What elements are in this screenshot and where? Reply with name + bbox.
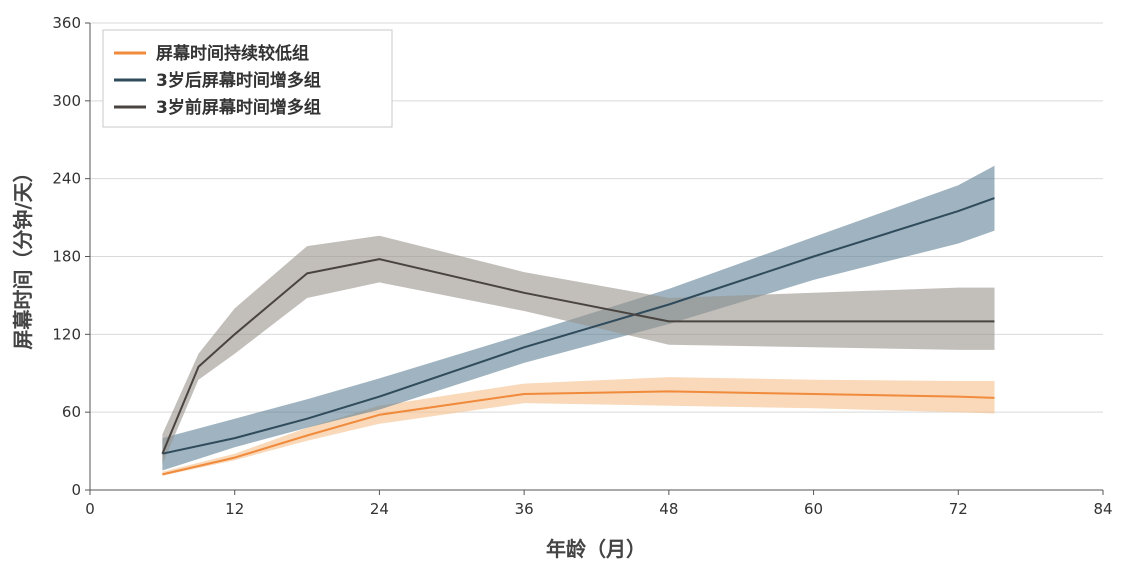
- x-tick-label: 12: [225, 500, 244, 518]
- confidence-bands: [162, 165, 995, 476]
- series-lines: [161, 197, 995, 476]
- legend-label-low: 屏幕时间持续较低组: [156, 43, 309, 64]
- y-tick-label: 300: [52, 92, 81, 110]
- y-tick-label: 120: [52, 325, 81, 343]
- legend-item-after-3: 3岁后屏幕时间增多组: [114, 70, 321, 91]
- x-tick-label: 60: [804, 500, 823, 518]
- legend-item-before-3: 3岁前屏幕时间增多组: [114, 97, 321, 118]
- legend: 屏幕时间持续较低组 3岁后屏幕时间增多组 3岁前屏幕时间增多组: [102, 29, 393, 128]
- legend-label-before-3: 3岁前屏幕时间增多组: [156, 97, 321, 118]
- y-tick-label: 180: [52, 248, 81, 266]
- y-tick-label: 360: [52, 14, 81, 32]
- y-axis-title: 屏幕时间（分钟/天）: [11, 162, 35, 349]
- series-line-1: [162, 197, 995, 455]
- series-line-0: [162, 390, 995, 476]
- y-tick-label: 60: [62, 403, 81, 421]
- x-tick-label: 84: [1093, 500, 1112, 518]
- legend-box: [102, 29, 393, 128]
- legend-item-low: 屏幕时间持续较低组: [114, 43, 309, 64]
- legend-label-after-3: 3岁后屏幕时间增多组: [156, 70, 321, 91]
- series-line-2: [161, 258, 995, 455]
- y-tick-label: 0: [71, 481, 81, 499]
- axes: [85, 22, 1104, 495]
- x-axis-title: 年龄（月）: [546, 537, 646, 561]
- x-tick-label: 24: [370, 500, 389, 518]
- tick-labels: 0 60 120 180 240 300 360 0 12 24 36 48 60 72 84: [52, 14, 1112, 518]
- x-tick-label: 36: [515, 500, 534, 518]
- x-tick-label: 0: [85, 500, 95, 518]
- x-tick-label: 72: [949, 500, 968, 518]
- x-tick-label: 48: [659, 500, 678, 518]
- y-tick-label: 240: [52, 170, 81, 188]
- confidence-band-0: [162, 377, 995, 476]
